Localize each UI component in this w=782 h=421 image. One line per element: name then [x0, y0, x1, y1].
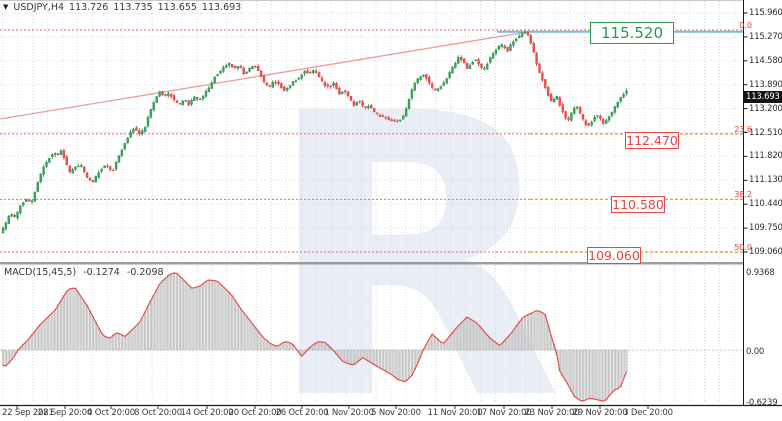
time-axis-label: 5 Nov 20:00 — [371, 408, 421, 418]
low-value: 113.655 — [157, 2, 197, 13]
time-axis-label: 8 Oct 20:00 — [134, 408, 182, 418]
time-axis-label: 28 Sep 20:00 — [37, 408, 93, 418]
time-axis-label: 22 Sep 2021 — [2, 408, 54, 418]
symbol-timeframe-label: USDJPY,H4 — [13, 2, 65, 13]
price-axis-label: 115.270 — [749, 31, 782, 42]
price-axis-label: 114.580 — [749, 55, 782, 66]
time-axis-label: 29 Nov 20:00 — [572, 408, 628, 418]
level-price-box[interactable]: 110.580 — [611, 195, 665, 213]
chart-ohlc-title: ▼ USDJPY,H4 113.726 113.735 113.655 113.… — [3, 2, 241, 13]
fib-percent-label: 38.2 — [734, 190, 752, 200]
time-axis-label: 14 Oct 20:00 — [180, 408, 234, 418]
price-axis-label: 112.510 — [749, 127, 782, 138]
current-price-tag: 113.693 — [743, 91, 782, 103]
macd-signal-value: -0.2098 — [126, 267, 164, 278]
time-axis-label: 3 Dec 20:00 — [623, 408, 673, 418]
macd-main-value: -0.1274 — [83, 267, 120, 278]
level-price-box[interactable]: 115.520 — [590, 22, 674, 44]
level-price-box[interactable]: 109.060 — [587, 246, 641, 264]
time-axis-label: 20 Oct 20:00 — [228, 408, 282, 418]
time-axis-label: 26 Oct 20:00 — [275, 408, 329, 418]
price-axis-label: 111.130 — [749, 175, 782, 186]
macd-indicator-title: MACD(15,45,5) -0.1274 -0.2098 — [4, 267, 168, 278]
open-value: 113.726 — [69, 2, 109, 13]
macd-name-label: MACD(15,45,5) — [4, 267, 77, 278]
price-axis-label: 115.960 — [749, 8, 782, 18]
broker-watermark: R — [263, 31, 563, 421]
fib-percent-label: 0.0 — [739, 21, 752, 30]
macd-scale-label: 0.9368 — [746, 268, 775, 278]
price-axis-label: 111.820 — [749, 151, 782, 162]
price-axis-label: 113.200 — [749, 103, 782, 114]
macd-scale-label: -0.6239 — [746, 398, 778, 408]
close-value: 113.693 — [201, 2, 242, 13]
level-price-box[interactable]: 112.470 — [625, 131, 679, 149]
time-axis-label: 23 Nov 20:00 — [524, 408, 580, 418]
fib-percent-label: 23.6 — [734, 124, 752, 134]
fib-percent-label: 50.0 — [734, 243, 752, 252]
price-axis-label: 113.890 — [749, 79, 782, 90]
time-axis-label: 4 Oct 20:00 — [87, 408, 135, 418]
time-axis-label: 11 Nov 20:00 — [427, 408, 483, 418]
chevron-down-icon[interactable]: ▼ — [3, 3, 9, 11]
price-axis-label: 109.750 — [749, 223, 782, 234]
macd-scale-label: 0.00 — [746, 347, 765, 357]
price-axis-label: 110.440 — [749, 199, 782, 210]
time-axis-label: 1 Nov 20:00 — [324, 408, 374, 418]
price-axis-label: 109.060 — [749, 247, 782, 257]
time-axis-label: 17 Nov 20:00 — [476, 408, 532, 418]
high-value: 113.735 — [113, 2, 153, 13]
